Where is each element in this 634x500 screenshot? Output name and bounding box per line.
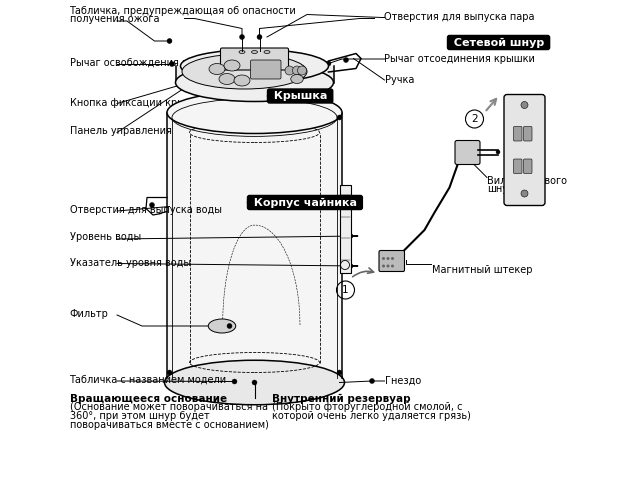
Circle shape — [252, 380, 257, 385]
FancyBboxPatch shape — [250, 60, 281, 79]
FancyBboxPatch shape — [455, 140, 480, 164]
Ellipse shape — [219, 74, 235, 85]
Text: Рычаг освобождения крышки: Рычаг освобождения крышки — [70, 58, 223, 68]
Text: Отверстия для выпуска пара: Отверстия для выпуска пара — [384, 12, 535, 22]
Circle shape — [207, 69, 212, 74]
Text: Табличка с названием модели: Табличка с названием модели — [70, 375, 226, 385]
Circle shape — [167, 370, 172, 375]
Circle shape — [344, 58, 349, 62]
Circle shape — [391, 257, 394, 260]
Ellipse shape — [164, 360, 344, 405]
Ellipse shape — [264, 50, 270, 53]
Text: Вращающееся основание: Вращающееся основание — [70, 394, 226, 404]
Circle shape — [496, 150, 500, 154]
Circle shape — [382, 264, 385, 268]
Ellipse shape — [181, 50, 328, 82]
Text: шнура: шнура — [487, 184, 521, 194]
Circle shape — [240, 34, 245, 40]
Ellipse shape — [239, 50, 245, 53]
FancyBboxPatch shape — [524, 159, 532, 174]
Circle shape — [169, 62, 174, 66]
Circle shape — [232, 379, 237, 384]
FancyBboxPatch shape — [524, 126, 532, 141]
Ellipse shape — [252, 50, 257, 53]
Text: Рычаг отсоединения крышки: Рычаг отсоединения крышки — [384, 54, 535, 64]
Ellipse shape — [167, 92, 342, 134]
Text: Сетевой шнур: Сетевой шнур — [450, 38, 548, 48]
FancyBboxPatch shape — [514, 159, 522, 174]
Text: которой очень легко удаляется грязь): которой очень легко удаляется грязь) — [272, 411, 471, 421]
Circle shape — [285, 66, 294, 75]
Ellipse shape — [182, 54, 307, 89]
Text: Крышка: Крышка — [269, 91, 331, 101]
Text: Фильтр: Фильтр — [70, 309, 108, 319]
FancyBboxPatch shape — [504, 94, 545, 206]
Text: Панель управления: Панель управления — [70, 126, 171, 136]
Ellipse shape — [234, 75, 250, 86]
Ellipse shape — [291, 74, 303, 84]
FancyBboxPatch shape — [339, 185, 351, 272]
Circle shape — [326, 61, 331, 66]
Text: 1: 1 — [342, 285, 349, 295]
Text: получения ожога: получения ожога — [70, 14, 159, 24]
Text: Кнопка фиксации крышки: Кнопка фиксации крышки — [70, 98, 205, 108]
Ellipse shape — [167, 356, 342, 399]
Circle shape — [521, 102, 528, 108]
Text: Указатель уровня воды: Указатель уровня воды — [70, 258, 191, 268]
Text: 2: 2 — [471, 114, 478, 124]
Text: (Основание может поворачиваться на: (Основание может поворачиваться на — [70, 402, 268, 412]
Circle shape — [370, 378, 375, 384]
Text: Отверстия для выпуска воды: Отверстия для выпуска воды — [70, 205, 221, 215]
Circle shape — [387, 264, 389, 268]
Text: Табличка, предупреждающая об опасности: Табличка, предупреждающая об опасности — [70, 6, 296, 16]
FancyBboxPatch shape — [176, 66, 333, 82]
Circle shape — [297, 66, 306, 75]
Ellipse shape — [176, 64, 333, 102]
Circle shape — [382, 257, 385, 260]
Circle shape — [257, 34, 262, 40]
FancyBboxPatch shape — [514, 126, 522, 141]
Circle shape — [167, 38, 172, 44]
Circle shape — [391, 264, 394, 268]
Text: (Покрыто фторуглеродной смолой, с: (Покрыто фторуглеродной смолой, с — [272, 402, 462, 412]
Text: Магнитный штекер: Магнитный штекер — [432, 265, 533, 275]
FancyBboxPatch shape — [221, 48, 288, 70]
Text: поворачиваться вместе с основанием): поворачиваться вместе с основанием) — [70, 420, 268, 430]
Text: Вилка сетового: Вилка сетового — [487, 176, 567, 186]
FancyBboxPatch shape — [167, 112, 342, 378]
Ellipse shape — [224, 60, 240, 71]
Circle shape — [348, 234, 353, 238]
Circle shape — [521, 190, 528, 197]
Circle shape — [207, 74, 212, 79]
Circle shape — [387, 257, 389, 260]
FancyBboxPatch shape — [379, 250, 404, 272]
Ellipse shape — [209, 64, 225, 74]
Text: 360°, при этом шнур будет: 360°, при этом шнур будет — [70, 411, 209, 421]
Ellipse shape — [208, 319, 236, 333]
Circle shape — [292, 66, 302, 75]
Text: Уровень воды: Уровень воды — [70, 232, 141, 242]
Circle shape — [227, 324, 232, 328]
Circle shape — [267, 94, 272, 98]
Text: Гнездо: Гнездо — [384, 376, 421, 386]
Circle shape — [337, 370, 342, 375]
Text: Корпус чайника: Корпус чайника — [250, 198, 360, 207]
Circle shape — [348, 264, 353, 268]
Text: Внутренний резервуар: Внутренний резервуар — [272, 394, 411, 404]
Circle shape — [247, 200, 252, 205]
Circle shape — [337, 115, 342, 120]
Circle shape — [150, 202, 155, 207]
Text: Ручка: Ручка — [384, 75, 414, 85]
